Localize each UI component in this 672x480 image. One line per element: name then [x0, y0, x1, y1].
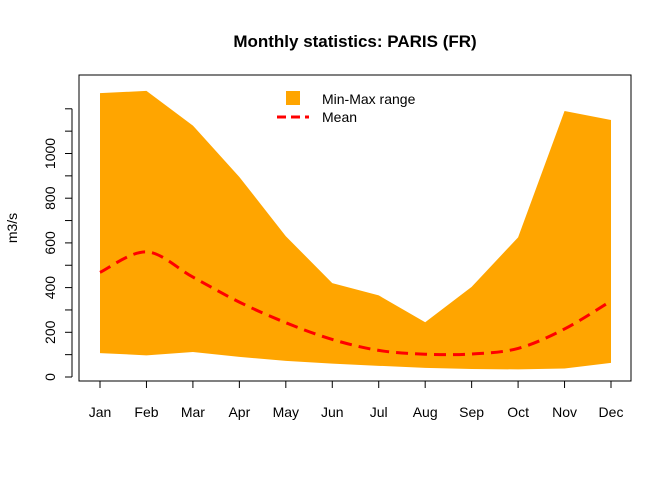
legend-range-swatch [286, 91, 300, 105]
chart-title: Monthly statistics: PARIS (FR) [233, 32, 476, 51]
x-tick-label: Jul [370, 404, 388, 420]
y-tick-label: 0 [42, 373, 58, 381]
y-tick-label: 200 [42, 320, 58, 344]
legend: Min-Max range Mean [277, 91, 416, 125]
y-tick-label: 800 [42, 186, 58, 210]
x-tick-label: Dec [599, 404, 624, 420]
mean-line-layer [99, 250, 612, 357]
range-area-layer [100, 90, 611, 370]
x-tick-label: Jun [321, 404, 344, 420]
x-tick-label: Mar [181, 404, 205, 420]
x-tick-label: Nov [552, 404, 577, 420]
y-tick-label: 1000 [42, 138, 58, 169]
x-tick-label: Jan [89, 404, 112, 420]
x-tick-label: Oct [507, 404, 529, 420]
x-tick-label: Aug [413, 404, 438, 420]
legend-range-label: Min-Max range [322, 91, 416, 107]
min-max-range-area [100, 90, 611, 370]
x-axis: Jan Feb Mar Apr May Jun Jul Aug Sep Oct Nov Dec [89, 380, 624, 420]
x-tick-label: May [273, 404, 299, 420]
y-axis: 0 200 400 600 800 1000 [42, 108, 73, 381]
legend-mean-label: Mean [322, 109, 357, 125]
y-axis-label: m3/s [4, 213, 20, 243]
x-tick-label: Feb [134, 404, 158, 420]
mean-line [99, 250, 612, 357]
x-tick-label: Sep [459, 404, 484, 420]
y-tick-label: 600 [42, 231, 58, 255]
x-tick-label: Apr [228, 404, 250, 420]
y-tick-label: 400 [42, 276, 58, 300]
